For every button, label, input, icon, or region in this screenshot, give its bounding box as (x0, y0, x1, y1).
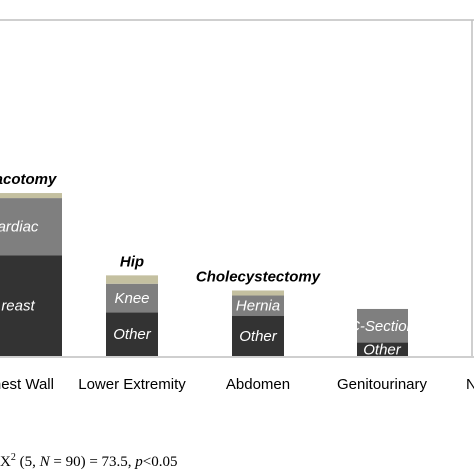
stat-mid: = 90) = 73.5, (49, 454, 136, 470)
category-labels: Chest Wall Lower Extremity Abdomen Genitour… (0, 376, 474, 393)
bars-group: reast ardiac oracotomy Other Knee Hip Other Her… (0, 171, 415, 358)
segment-label-ardiac: ardiac (0, 219, 39, 236)
segment-label-knee: Knee (114, 290, 149, 307)
top-label-hip: Hip (120, 253, 144, 270)
segment-label-other: Other (363, 341, 402, 358)
chi-exponent: 2 (10, 452, 16, 463)
segment-label-c-section: C-Section (349, 318, 415, 335)
segment-label-other: Other (239, 328, 278, 345)
stat-p: p (135, 454, 143, 470)
bar-segment-genitourinary-1 (357, 308, 408, 343)
bar-segment-lower-extremity-0 (106, 312, 158, 356)
chi-square-statistic: X2 (5, N = 90) = 73.5, p<0.05 (0, 452, 178, 471)
stat-open: (5, (15, 454, 40, 470)
top-label-cholecystectomy: Cholecystectomy (196, 268, 321, 285)
segment-label-other: Other (113, 326, 152, 343)
segment-label-reast: reast (1, 298, 35, 315)
chi-symbol: X (0, 454, 11, 470)
category-label-chest-wall: Chest Wall (0, 376, 54, 393)
bar-segment-abdomen-0 (232, 315, 284, 356)
bar-segment-lower-extremity-1 (106, 283, 158, 313)
stat-n: N (39, 454, 50, 470)
bar-segment-genitourinary-0 (357, 342, 408, 356)
stat-tail: <0.05 (142, 454, 178, 470)
segment-label-hernia: Hernia (236, 298, 280, 315)
top-label-oracotomy: oracotomy (0, 171, 57, 188)
category-label-genitourinary: Genitourinary (337, 376, 428, 393)
bar-segment-abdomen-1 (232, 295, 284, 316)
bar-segment-chest-wall-2 (0, 193, 62, 199)
category-label-n: N (466, 376, 474, 393)
bar-segment-chest-wall-0 (0, 255, 62, 356)
category-label-lower-extremity: Lower Extremity (78, 376, 186, 393)
bar-segment-chest-wall-1 (0, 198, 62, 256)
category-label-abdomen: Abdomen (226, 376, 290, 393)
bar-segment-abdomen-2 (232, 290, 284, 296)
bar-segment-lower-extremity-2 (106, 275, 158, 284)
